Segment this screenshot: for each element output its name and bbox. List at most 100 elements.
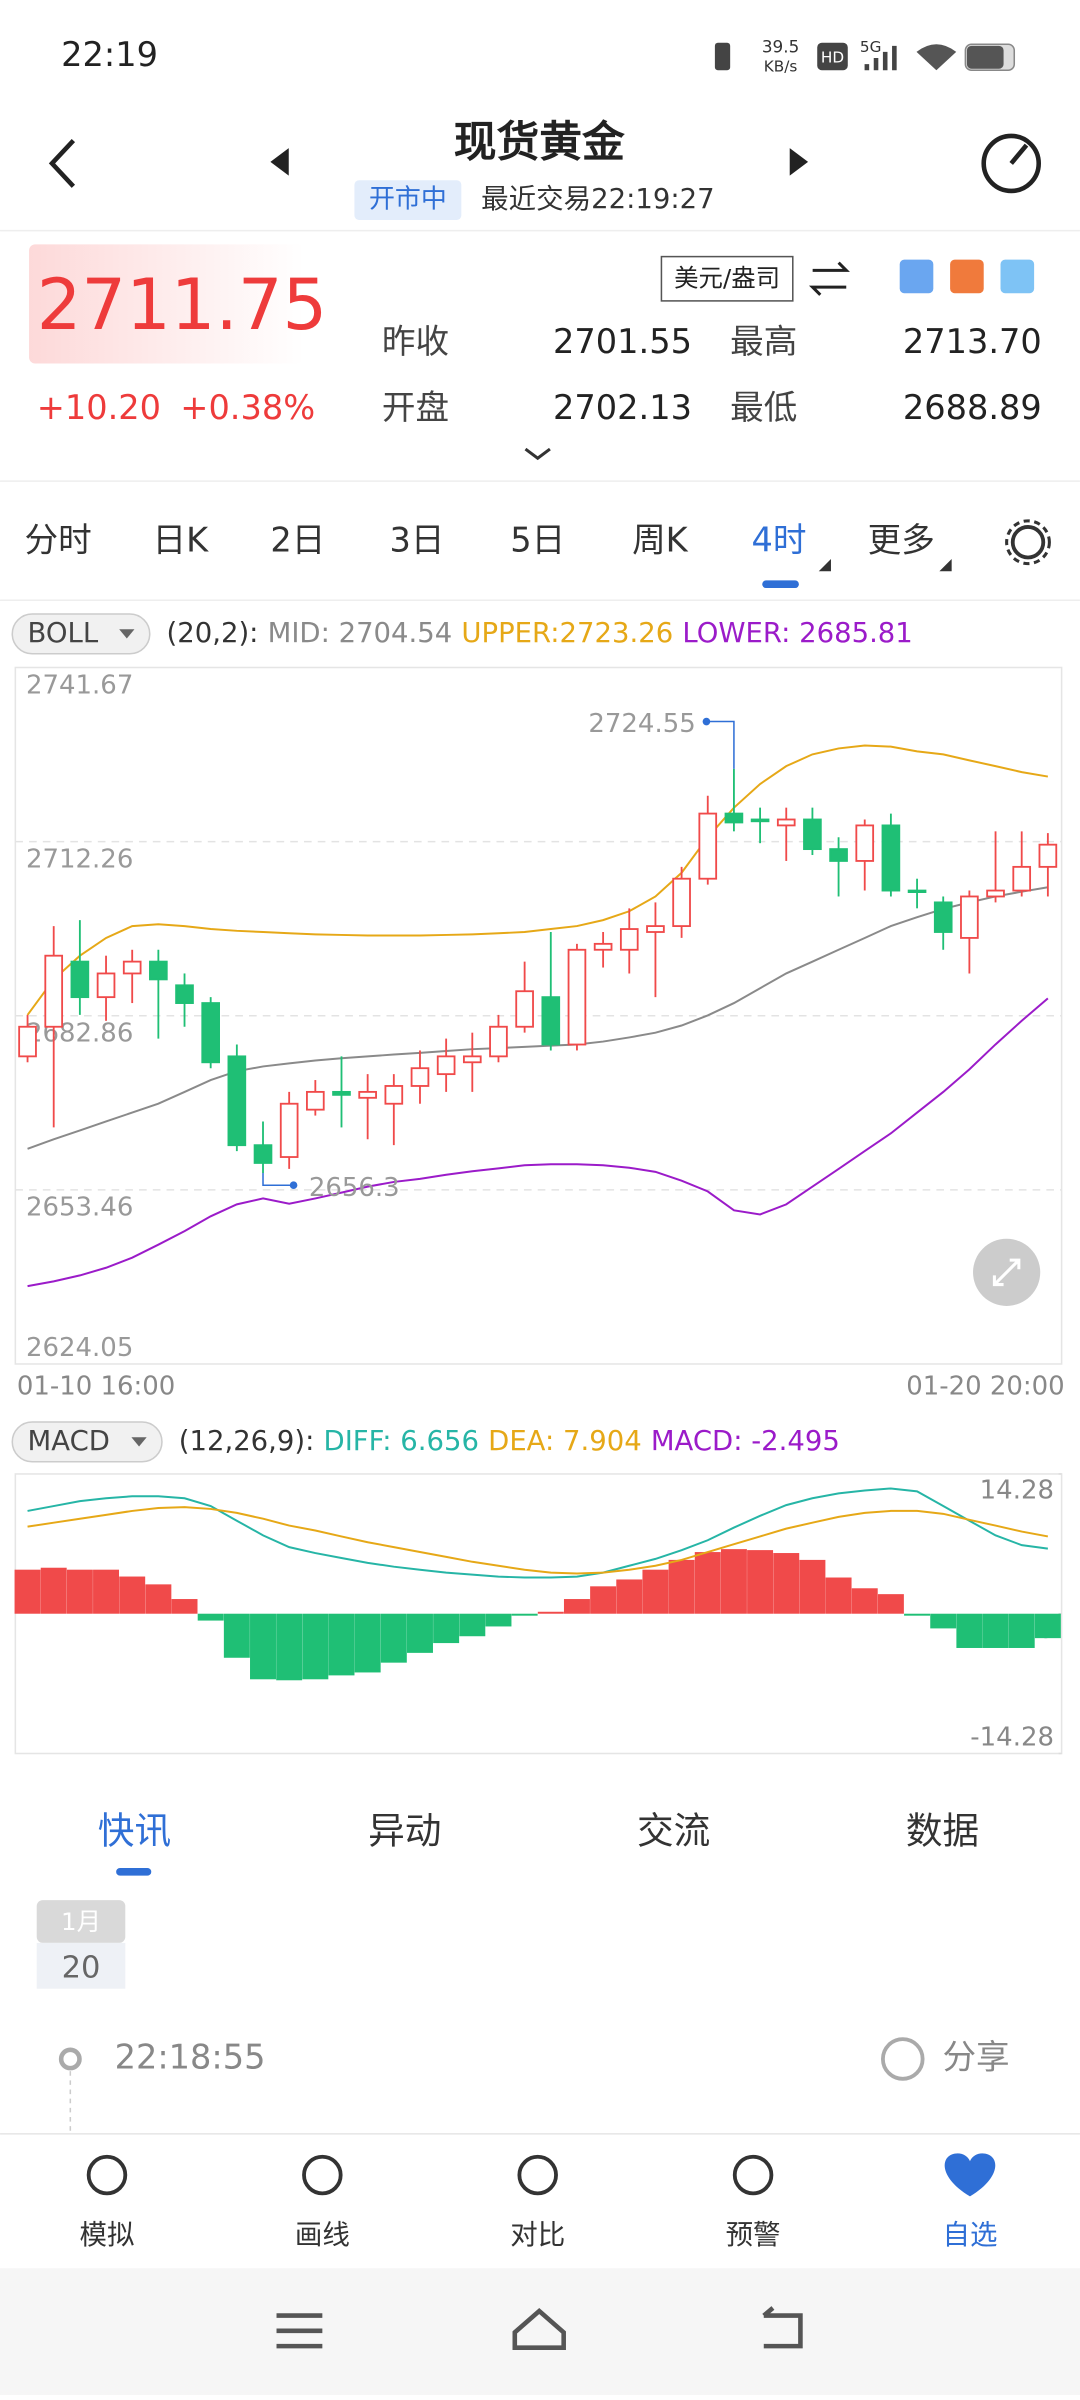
macd-bar	[93, 1569, 120, 1614]
period-tab[interactable]: 3日	[390, 521, 445, 560]
y-tick-label: -14.28	[970, 1723, 1054, 1753]
nav-label[interactable]: 模拟	[79, 2219, 134, 2251]
nav-label[interactable]: 预警	[726, 2219, 781, 2251]
period-tab[interactable]: 更多	[868, 521, 935, 560]
expand-icon[interactable]	[524, 447, 551, 461]
legend-entry: DEA: 7.904	[488, 1425, 642, 1457]
unit-box[interactable]	[660, 255, 794, 302]
candle-body	[279, 1102, 299, 1158]
back-key[interactable]	[762, 2306, 803, 2349]
news-tab[interactable]: 异动	[368, 1809, 441, 1852]
period-tab[interactable]: 分时	[25, 521, 92, 560]
nav-icon	[517, 2154, 558, 2196]
macd-bar	[250, 1613, 276, 1680]
stat-label: 最低	[730, 388, 797, 427]
date-month: 1月	[61, 1907, 101, 1936]
date-month-bg	[36, 1900, 126, 1943]
low-pointer	[262, 1173, 294, 1186]
period-tab[interactable]: 5日	[510, 521, 565, 560]
macd-bar	[616, 1579, 643, 1614]
candle-body	[567, 948, 587, 1046]
y-tick-label: 2741.67	[26, 670, 133, 700]
indicator-select[interactable]	[11, 613, 151, 655]
settings-button[interactable]	[1005, 519, 1051, 566]
last-trade: 最近交易22:19:27	[481, 183, 714, 215]
macd-line	[27, 1487, 1049, 1579]
change: +10.20	[37, 388, 161, 427]
indicator-name: MACD	[28, 1425, 110, 1457]
back-button[interactable]	[48, 138, 76, 188]
macd-bar	[406, 1613, 433, 1653]
news-tab[interactable]: 交流	[637, 1809, 710, 1852]
legend-entry: LOWER: 2685.81	[682, 617, 912, 649]
candle-body	[1038, 843, 1058, 868]
candle-body	[18, 1025, 37, 1058]
boll-line	[27, 886, 1049, 1150]
stat-label: 开盘	[382, 388, 449, 427]
macd-bar	[537, 1611, 564, 1614]
share[interactable]: 分享	[942, 2037, 1009, 2076]
nav-icon	[86, 2154, 128, 2196]
stat-value: 2713.70	[903, 322, 1042, 361]
last-price: 2711.75	[37, 264, 328, 346]
next-button[interactable]	[789, 148, 809, 176]
clock: 22:19	[61, 35, 158, 74]
menu-key[interactable]	[276, 2313, 323, 2349]
candle-body	[515, 990, 534, 1028]
news-tab[interactable]: 数据	[906, 1809, 979, 1852]
period-tab[interactable]: 4时	[752, 521, 807, 560]
macd-bar	[1008, 1613, 1035, 1648]
fullscreen-icon	[992, 1258, 1021, 1287]
macd-bar	[930, 1613, 957, 1629]
legend: (12,26,9): DIFF: 6.656 DEA: 7.904 MACD: -2.…	[179, 1425, 840, 1457]
candle-body	[855, 824, 875, 862]
indicator-name: BOLL	[28, 617, 99, 649]
indicator-select[interactable]	[11, 1421, 163, 1463]
prev-button[interactable]	[270, 148, 289, 176]
market-status: 开市中	[369, 185, 447, 215]
nav-icon	[732, 2154, 774, 2196]
news-tab[interactable]: 快讯	[98, 1809, 171, 1852]
refresh-button[interactable]	[981, 133, 1041, 194]
candle-body	[332, 1090, 351, 1096]
candle-body	[410, 1067, 430, 1087]
nav-label[interactable]: 对比	[510, 2219, 565, 2251]
home-key[interactable]	[512, 2307, 566, 2350]
high-label: 2724.55	[588, 709, 695, 739]
macd-bar	[982, 1613, 1009, 1648]
macd-bar	[485, 1613, 512, 1627]
nav-label[interactable]: 画线	[295, 2219, 350, 2251]
macd-line	[27, 1506, 1049, 1575]
period-tab[interactable]: 周K	[632, 521, 689, 560]
candle-body	[384, 1085, 404, 1105]
candle-body	[646, 925, 665, 933]
tool-icon[interactable]	[1000, 259, 1035, 294]
swap-icon[interactable]	[808, 261, 850, 296]
candle-chart: 2741.67 2712.26 2682.86 2653.46 2624.05 01-10…	[15, 670, 1065, 1401]
nav-label[interactable]: 自选	[942, 2219, 997, 2251]
legend: (20,2): MID: 2704.54 UPPER:2723.26 LOWER: 2…	[167, 617, 913, 649]
macd-bar	[380, 1613, 407, 1663]
period-tab[interactable]: 2日	[270, 521, 325, 560]
macd-bar	[66, 1569, 93, 1614]
nav-icon	[302, 2154, 343, 2196]
y-tick-label: 2712.26	[26, 844, 133, 874]
tool-icon[interactable]	[899, 259, 934, 294]
y-tick-label: 2682.86	[26, 1019, 133, 1049]
tool-icon[interactable]	[950, 259, 984, 294]
macd-bar	[223, 1613, 250, 1658]
dropdown-arrow	[131, 1437, 147, 1447]
macd-bar	[302, 1613, 329, 1680]
boll-line	[26, 744, 1049, 1016]
tab-arrow	[939, 559, 952, 572]
share-icon[interactable]	[880, 2037, 925, 2081]
tab-indicator	[762, 580, 799, 589]
period-tab[interactable]: 日K	[152, 521, 209, 560]
macd-bar	[773, 1553, 800, 1614]
low-dot	[289, 1181, 298, 1190]
date-day-bg	[36, 1942, 126, 1989]
timeline-dot	[58, 2047, 82, 2071]
market-badge	[354, 180, 462, 220]
